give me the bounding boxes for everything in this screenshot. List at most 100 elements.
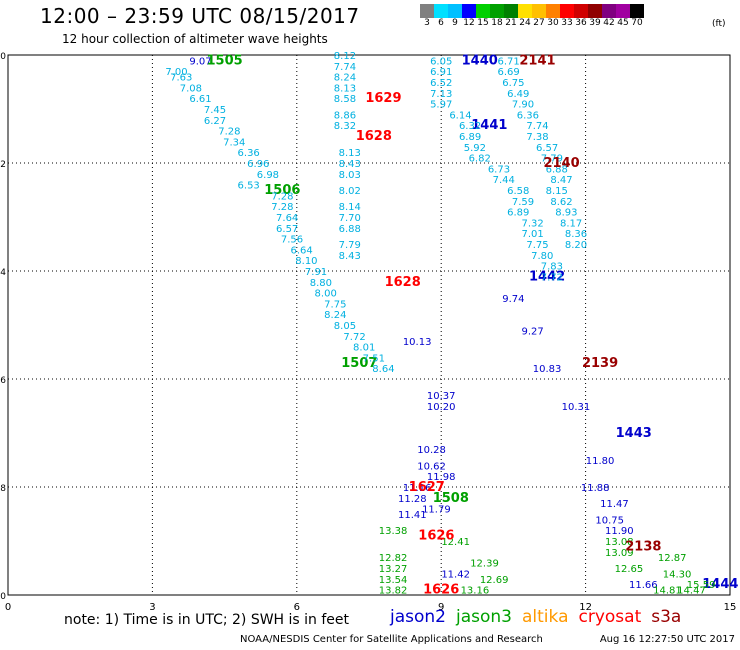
wave-height-point: 7.79 xyxy=(339,240,361,251)
wave-height-point: 7.56 xyxy=(281,235,303,246)
legend-item-altika: altika xyxy=(522,607,569,627)
wave-height-point: 8.93 xyxy=(555,208,577,219)
color-swatch xyxy=(462,4,476,18)
color-swatch xyxy=(504,4,518,18)
wave-height-point: 6.27 xyxy=(204,116,226,127)
pass-label: 1506 xyxy=(264,183,300,198)
color-scale-tick: 33 xyxy=(561,18,573,28)
y-tick-label: -30 xyxy=(0,52,6,62)
wave-height-point: 9.74 xyxy=(502,294,524,305)
wave-height-point: 8.00 xyxy=(315,289,337,300)
wave-height-point: 7.00 xyxy=(165,67,187,78)
color-swatch xyxy=(476,4,490,18)
wave-height-point: 7.80 xyxy=(531,251,553,262)
color-scale-tick: 24 xyxy=(519,18,531,28)
page-subtitle: 12 hour collection of altimeter wave hei… xyxy=(62,32,328,46)
pass-label: 2141 xyxy=(519,53,555,68)
wave-height-point: 7.70 xyxy=(339,213,361,224)
wave-height-point: 12.65 xyxy=(615,564,644,575)
wave-height-point: 10.31 xyxy=(562,402,591,413)
wave-height-point: 8.86 xyxy=(334,110,356,121)
wave-height-point: 6.91 xyxy=(430,67,452,78)
wave-height-point: 6.52 xyxy=(430,78,452,89)
wave-height-point: 6.61 xyxy=(189,94,211,105)
pass-label: 2140 xyxy=(543,156,579,171)
wave-height-point: 11.41 xyxy=(398,510,427,521)
y-tick-label: -40 xyxy=(0,592,6,602)
x-tick-label: 15 xyxy=(724,602,737,613)
wave-height-point: 6.73 xyxy=(488,164,510,175)
wave-height-point: 13.09 xyxy=(605,548,634,559)
wave-height-point: 7.01 xyxy=(522,229,544,240)
wave-height-point: 13.38 xyxy=(379,526,408,537)
wave-height-point: 6.36 xyxy=(238,148,260,159)
color-scale-tick: 21 xyxy=(505,18,517,28)
wave-height-point: 7.28 xyxy=(218,127,240,138)
color-scale-tick: 6 xyxy=(438,18,444,28)
wave-height-point: 8.14 xyxy=(339,202,361,213)
color-scale-tick: 3 xyxy=(424,18,430,28)
wave-height-point: 13.27 xyxy=(379,564,408,575)
plot-frame xyxy=(7,54,731,596)
color-scale-tick: 70 xyxy=(631,18,643,28)
wave-height-point: 8.32 xyxy=(334,121,356,132)
y-tick-label: -34 xyxy=(0,268,6,278)
wave-height-point: 7.64 xyxy=(276,213,298,224)
wave-height-point: 8.47 xyxy=(550,175,572,186)
wave-height-point: 8.43 xyxy=(339,159,361,170)
wave-height-point: 7.08 xyxy=(180,83,202,94)
legend-item-cryosat: cryosat xyxy=(578,607,642,627)
wave-height-point: 11.88 xyxy=(581,483,610,494)
wave-height-point: 8.64 xyxy=(372,364,394,375)
wave-height-point: 11.90 xyxy=(605,526,634,537)
color-scale-tick: 18 xyxy=(491,18,503,28)
wave-height-point: 6.14 xyxy=(449,110,471,121)
x-tick-label: 3 xyxy=(149,602,155,613)
wave-height-point: 8.17 xyxy=(560,218,582,229)
wave-height-point: 13.82 xyxy=(379,586,408,597)
wave-height-point: 12.39 xyxy=(470,559,499,570)
wave-height-point: 11.16 xyxy=(403,483,432,494)
wave-height-point: 8.43 xyxy=(339,251,361,262)
pass-label: 1628 xyxy=(385,275,421,290)
wave-height-point: 10.75 xyxy=(595,515,624,526)
wave-height-point: 7.72 xyxy=(541,272,563,283)
wave-height-point: 8.24 xyxy=(324,310,346,321)
wave-height-point: 8.13 xyxy=(334,83,356,94)
wave-height-point: 6.88 xyxy=(339,224,361,235)
wave-height-point: 8.24 xyxy=(334,73,356,84)
x-tick-label: 0 xyxy=(5,602,11,613)
x-tick-label: 9 xyxy=(438,602,444,613)
wave-height-point: 7.28 xyxy=(271,202,293,213)
wave-height-point: 14.81 xyxy=(653,586,682,597)
wave-height-point: 7.28 xyxy=(271,191,293,202)
color-scale-tick: 39 xyxy=(589,18,601,28)
wave-height-point: 5.92 xyxy=(464,143,486,154)
pass-label: 1507 xyxy=(341,356,377,371)
page-title: 12:00 – 23:59 UTC 08/15/2017 xyxy=(40,4,360,28)
color-swatch xyxy=(448,4,462,18)
wave-height-point: 7.51 xyxy=(363,353,385,364)
wave-height-point: 8.12 xyxy=(334,51,356,62)
wave-height-point: 6.05 xyxy=(430,56,452,67)
pass-label: 1626 xyxy=(423,583,459,598)
satellite-legend: jason2 jason3 altika cryosat s3a xyxy=(390,607,691,627)
color-scale-unit: (ft) xyxy=(712,19,726,29)
wave-height-point: 5.97 xyxy=(430,100,452,111)
wave-height-point: 11.80 xyxy=(586,456,615,467)
wave-height-point: 10.62 xyxy=(417,461,446,472)
color-scale: 3 6 9 12 15 18 21 24 27 30 33 36 39 42 45 70 (ft) xyxy=(420,4,726,29)
wave-height-point: 8.13 xyxy=(339,148,361,159)
timestamp-text: Aug 16 12:27:50 UTC 2017 xyxy=(599,634,735,645)
color-scale-tick: 27 xyxy=(533,18,545,28)
wave-height-point: 7.90 xyxy=(512,100,534,111)
wave-height-point: 6.53 xyxy=(238,181,260,192)
wave-height-point: 12.82 xyxy=(379,553,408,564)
wave-height-point: 12.69 xyxy=(480,575,509,586)
wave-height-point: 11.98 xyxy=(427,472,456,483)
color-swatch xyxy=(616,4,630,18)
wave-height-point: 8.58 xyxy=(334,94,356,105)
color-scale-swatches xyxy=(420,4,644,18)
footer: NOAA/NESDIS Center for Satellite Applica… xyxy=(240,634,735,645)
legend-item-jason3: jason3 xyxy=(456,607,512,627)
